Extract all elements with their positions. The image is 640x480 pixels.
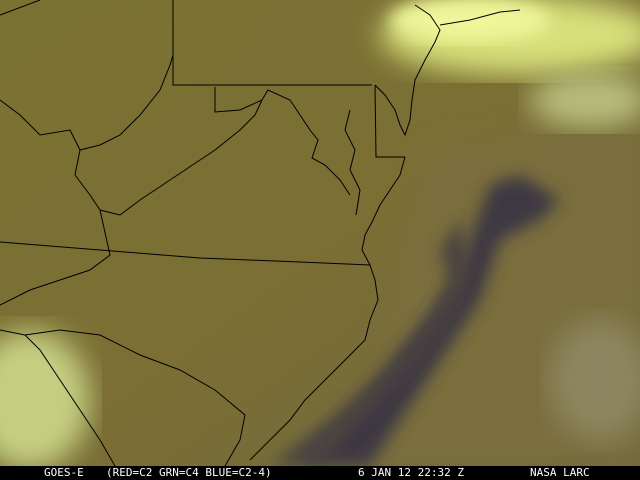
sc-georgia-border <box>24 334 116 466</box>
channels-label: (RED=C2 GRN=C4 BLUE=C2-4) <box>106 466 272 479</box>
coastline <box>249 156 406 461</box>
satellite-label: GOES-E <box>44 466 84 479</box>
virginia-nc-border <box>0 241 371 266</box>
image-caption-bar: GOES-E (RED=C2 GRN=C4 BLUE=C2-4) 6 JAN 1… <box>0 466 640 480</box>
chesapeake-bay <box>344 109 361 216</box>
ohio-river <box>0 54 174 151</box>
cloud-cover <box>0 0 640 466</box>
delaware-border <box>374 84 405 158</box>
long-island <box>439 9 521 26</box>
satellite-map <box>0 0 640 466</box>
dry-air-plume <box>270 175 560 466</box>
nc-sc-border <box>0 329 246 466</box>
maryland-virginia-border <box>214 87 351 196</box>
source-label: NASA LARC <box>530 466 590 479</box>
pennsylvania-border <box>172 0 372 86</box>
datetime-label: 6 JAN 12 22:32 Z <box>358 466 464 479</box>
new-jersey-border <box>374 4 441 137</box>
kentucky-border <box>0 209 111 306</box>
west-virginia-border <box>74 99 263 216</box>
state-boundaries <box>0 0 520 466</box>
